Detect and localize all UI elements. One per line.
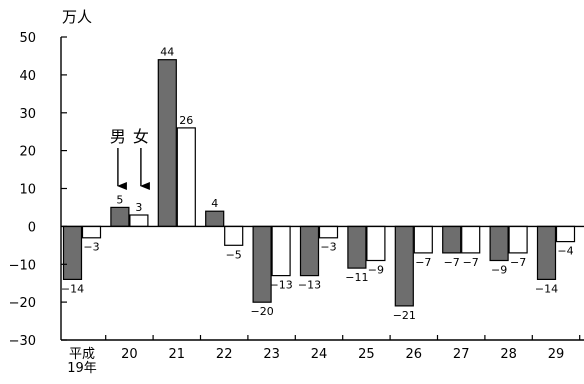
bar-male-1 — [110, 206, 130, 227]
y-tick-label-10: 10 — [19, 183, 36, 198]
bar-male-10 — [536, 225, 557, 280]
y-tick-label--20: −20 — [9, 296, 36, 311]
bar-male-7 — [394, 225, 414, 307]
bar-female-1 — [129, 214, 149, 227]
data-label-female-10: −4 — [557, 245, 573, 258]
data-label-male-2: 44 — [160, 46, 174, 59]
bar-male-8 — [442, 225, 462, 254]
x-tick-label-3: 22 — [216, 347, 233, 362]
data-label-female-3: −5 — [226, 248, 242, 261]
y-tick-label-50: 50 — [19, 31, 36, 46]
data-label-male-0: −14 — [61, 282, 84, 295]
y-tick-label-40: 40 — [19, 69, 36, 84]
data-label-male-4: −20 — [250, 305, 273, 318]
data-label-female-6: −9 — [368, 264, 384, 277]
bar-female-10 — [555, 225, 576, 243]
bar-female-2 — [176, 127, 196, 228]
y-tick-label--10: −10 — [9, 258, 36, 273]
x-tick-label-0: 平成 19年 — [67, 347, 97, 376]
bar-female-3 — [224, 225, 244, 246]
x-tick-label-4: 23 — [263, 347, 280, 362]
legend-label-female: 女 — [133, 127, 149, 146]
data-label-female-2: 26 — [179, 114, 193, 127]
y-axis-unit-label: 万人 — [62, 8, 92, 26]
data-label-male-5: −13 — [298, 279, 321, 292]
bar-male-2 — [157, 59, 177, 227]
bar-female-5 — [318, 225, 339, 239]
y-tick-label-0: 0 — [28, 220, 36, 235]
data-label-female-1: 3 — [135, 201, 142, 214]
bar-female-8 — [461, 225, 481, 254]
data-label-female-4: −13 — [269, 279, 292, 292]
x-tick-label-10: 29 — [548, 347, 565, 362]
x-tick-label-6: 25 — [358, 347, 375, 362]
data-label-female-5: −3 — [320, 241, 336, 254]
bar-female-9 — [508, 225, 528, 254]
y-tick-label-20: 20 — [19, 145, 36, 160]
data-label-male-1: 5 — [116, 193, 123, 206]
data-label-male-9: −9 — [491, 264, 507, 277]
data-label-male-8: −7 — [444, 256, 460, 269]
legend-label-male: 男 — [110, 127, 126, 146]
data-label-female-7: −7 — [415, 256, 431, 269]
bar-male-4 — [252, 225, 272, 303]
data-label-male-7: −21 — [393, 309, 416, 322]
x-tick-label-1: 20 — [121, 347, 138, 362]
y-tick-label--30: −30 — [9, 334, 36, 349]
bar-male-5 — [299, 225, 320, 277]
bar-female-0 — [81, 225, 102, 239]
bar-male-9 — [489, 225, 509, 262]
data-label-female-9: −7 — [510, 256, 526, 269]
x-tick-label-2: 21 — [169, 347, 186, 362]
data-label-male-6: −11 — [345, 271, 368, 284]
bar-male-0 — [62, 225, 83, 280]
data-label-male-3: 4 — [211, 197, 218, 210]
bar-female-6 — [366, 225, 386, 262]
data-label-female-0: −3 — [83, 241, 99, 254]
data-label-male-10: −14 — [535, 282, 558, 295]
x-tick-label-7: 26 — [406, 347, 423, 362]
x-tick-label-5: 24 — [311, 347, 328, 362]
bar-male-3 — [205, 210, 225, 227]
bar-female-7 — [413, 225, 433, 254]
x-tick-label-9: 28 — [500, 347, 517, 362]
data-label-female-8: −7 — [463, 256, 479, 269]
bar-female-4 — [271, 225, 291, 277]
x-tick-label-8: 27 — [453, 347, 470, 362]
y-tick-label-30: 30 — [19, 107, 36, 122]
bar-male-6 — [347, 225, 367, 269]
